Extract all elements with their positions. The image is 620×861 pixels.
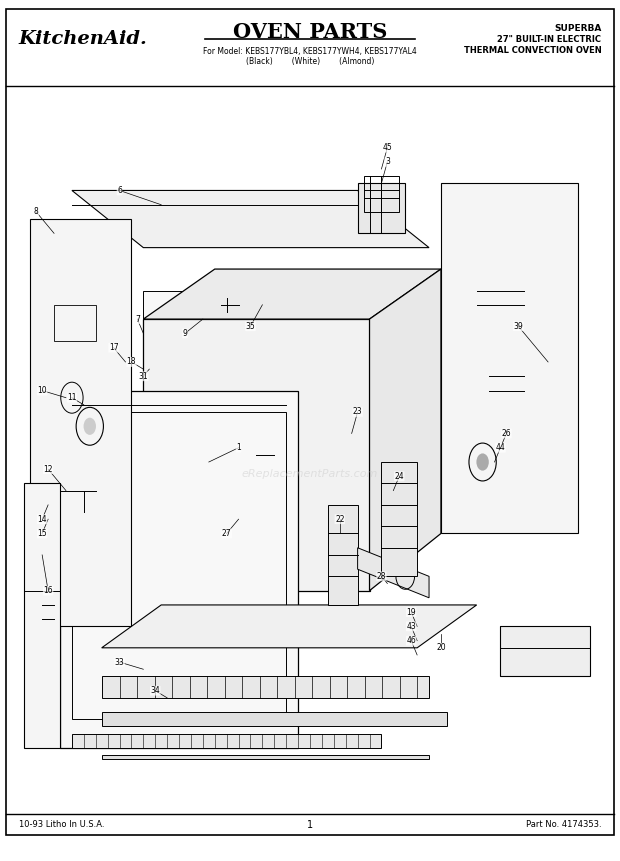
Polygon shape [358,183,405,233]
Text: 8: 8 [34,208,38,216]
Polygon shape [60,391,298,748]
Polygon shape [381,462,417,576]
Text: 12: 12 [43,465,53,474]
Polygon shape [441,183,578,534]
Text: SUPERBA: SUPERBA [554,24,601,33]
Text: (Black)        (White)        (Almond): (Black) (White) (Almond) [246,58,374,66]
Text: Part No. 4174353.: Part No. 4174353. [526,821,601,829]
Polygon shape [370,269,441,591]
Text: 7: 7 [135,314,140,324]
Text: 45: 45 [383,143,392,152]
Text: 44: 44 [495,443,505,452]
Polygon shape [102,677,429,697]
Polygon shape [143,290,429,319]
Polygon shape [143,269,441,319]
Text: 19: 19 [406,608,416,616]
Text: 3: 3 [385,158,390,166]
Text: 23: 23 [353,407,363,417]
Polygon shape [102,712,447,727]
Text: 22: 22 [335,515,345,523]
Polygon shape [102,605,477,647]
Text: 24: 24 [394,472,404,480]
Text: 20: 20 [436,643,446,653]
Polygon shape [102,755,429,759]
Text: 1: 1 [236,443,241,452]
Text: 15: 15 [37,529,47,538]
Circle shape [247,300,254,310]
Text: 35: 35 [246,322,255,331]
Text: 39: 39 [513,322,523,331]
Text: OVEN PARTS: OVEN PARTS [233,22,387,42]
Text: eReplacementParts.com: eReplacementParts.com [242,468,378,479]
Text: 27: 27 [222,529,231,538]
Text: 31: 31 [138,372,148,381]
Polygon shape [24,483,60,748]
Text: 43: 43 [406,622,416,631]
Polygon shape [72,190,429,248]
Polygon shape [72,734,381,748]
Text: 6: 6 [117,186,122,195]
Text: 34: 34 [151,686,160,695]
Polygon shape [500,627,590,677]
Text: 28: 28 [377,572,386,581]
Text: 10-93 Litho In U.S.A.: 10-93 Litho In U.S.A. [19,821,104,829]
Text: 9: 9 [182,329,187,338]
Text: 10: 10 [37,386,47,395]
Text: 33: 33 [115,658,125,666]
Text: 16: 16 [43,586,53,595]
Text: 11: 11 [67,393,77,402]
Text: 14: 14 [37,515,47,523]
Text: For Model: KEBS177YBL4, KEBS177YWH4, KEBS177YAL4: For Model: KEBS177YBL4, KEBS177YWH4, KEB… [203,47,417,56]
Text: 17: 17 [108,344,118,352]
Polygon shape [328,505,358,605]
Text: THERMAL CONVECTION OVEN: THERMAL CONVECTION OVEN [464,46,601,55]
Text: 18: 18 [126,357,136,367]
Circle shape [84,418,96,435]
Text: 26: 26 [502,429,512,438]
Text: 46: 46 [406,636,416,645]
Polygon shape [358,548,429,598]
Text: 27" BUILT-IN ELECTRIC: 27" BUILT-IN ELECTRIC [497,35,601,44]
Polygon shape [30,219,131,627]
Polygon shape [143,319,370,591]
Circle shape [476,454,489,471]
Text: 1: 1 [307,820,313,830]
Text: KitchenAid.: KitchenAid. [19,30,148,47]
